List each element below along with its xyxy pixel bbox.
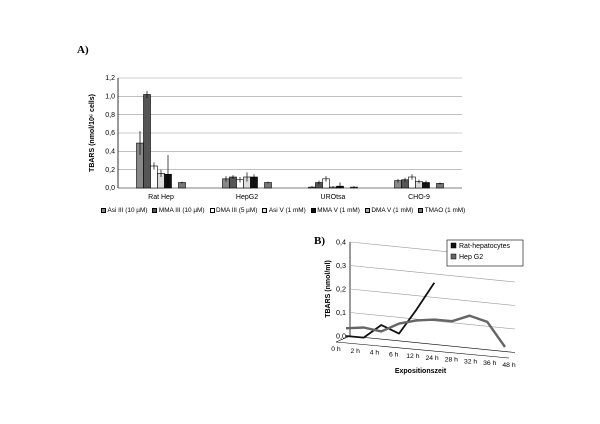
legend-swatch <box>310 208 316 213</box>
legend-swatch <box>364 208 370 213</box>
gridline-b <box>349 335 516 353</box>
y-tick-label-a: 0,2 <box>105 167 115 174</box>
x-tick-label-b: 28 h <box>445 357 458 364</box>
bar <box>143 94 151 189</box>
x-tick-label-b: 24 h <box>425 355 438 362</box>
legend-swatch <box>152 208 158 213</box>
x-tick-label-a: CHO-9 <box>408 194 430 201</box>
legend-label: TMAO (1 mM) <box>424 207 466 214</box>
legend-label: DMA V (1 mM) <box>371 207 414 214</box>
x-tick-label-b: 4 h <box>370 350 380 357</box>
legend-item-a: DMA V (1 mM) <box>364 207 414 214</box>
y-axis-label-b: TBARS (nmol/ml) <box>325 260 332 318</box>
gridline-b <box>349 288 516 306</box>
panel-b-label: B) <box>314 235 325 247</box>
legend-label: MMA V (1 mM) <box>317 207 360 214</box>
legend-swatch <box>450 253 457 260</box>
legend-item-a: DMA III (5 µM) <box>209 207 258 214</box>
legend-label: Rat-hepatocytes <box>459 243 510 250</box>
x-tick-label-a: Rat Hep <box>148 194 174 201</box>
chart-b-legend <box>446 239 524 267</box>
legend-label: Hep G2 <box>459 254 483 261</box>
x-tick-label-b: 0 h <box>331 346 341 353</box>
x-tick-label-a: HepG2 <box>236 194 258 201</box>
x-tick-label-b: 48 h <box>502 362 515 369</box>
legend-swatch <box>262 208 268 213</box>
x-tick-label-b: 36 h <box>483 360 496 367</box>
y-tick-label-a: 0,8 <box>105 112 115 119</box>
y-tick-label-b: 0,1 <box>336 308 346 317</box>
legend-label: MMA III (10 µM) <box>158 207 205 214</box>
legend-item-a: MMA III (10 µM) <box>152 207 205 214</box>
series-line <box>345 282 436 339</box>
legend-item-a: Asi V (1 mM) <box>262 207 306 214</box>
legend-label: Asi V (1 mM) <box>268 207 306 214</box>
y-tick-label-b: 0,4 <box>336 237 346 246</box>
y-tick-label-a: 1,2 <box>105 75 115 82</box>
series-line <box>345 314 506 348</box>
y-tick-label-a: 0,0 <box>105 185 115 192</box>
legend-item-a: MMA V (1 mM) <box>310 207 360 214</box>
legend-item-a: Asi III (10 µM) <box>101 207 147 214</box>
y-tick-label-a: 1,0 <box>105 94 115 101</box>
chart-a-legend: Asi III (10 µM) MMA III (10 µM) DMA III (5… <box>101 207 470 214</box>
legend-swatch <box>418 208 424 213</box>
y-tick-label-b: 0,3 <box>336 261 346 270</box>
legend-item-a: TMAO (1 mM) <box>418 207 465 214</box>
panel-a-label: A) <box>77 44 89 56</box>
y-tick-label-a: 0,4 <box>105 149 115 156</box>
legend-swatch <box>209 208 215 213</box>
y-axis-label-a: TBARS (nmol/10⁶ cells) <box>89 94 96 172</box>
y-tick-label-a: 0,6 <box>105 130 115 137</box>
x-tick-label-b: 32 h <box>464 358 477 365</box>
x-axis-label-b: Expositionszeit <box>395 368 447 375</box>
y-tick-label-b: 0,0 <box>336 331 346 340</box>
floor-front-b <box>335 341 510 359</box>
x-tick-label-b: 2 h <box>350 348 360 355</box>
legend-label: Asi III (10 µM) <box>107 207 148 214</box>
x-tick-label-a: UROtsa <box>321 194 346 201</box>
gridline-b <box>349 265 516 283</box>
y-tick-label-b: 0,2 <box>336 284 346 293</box>
legend-label: DMA III (5 µM) <box>216 207 258 214</box>
legend-swatch <box>101 208 106 213</box>
x-tick-label-b: 12 h <box>406 353 419 360</box>
x-tick-label-b: 6 h <box>389 351 399 358</box>
legend-swatch <box>450 242 457 249</box>
